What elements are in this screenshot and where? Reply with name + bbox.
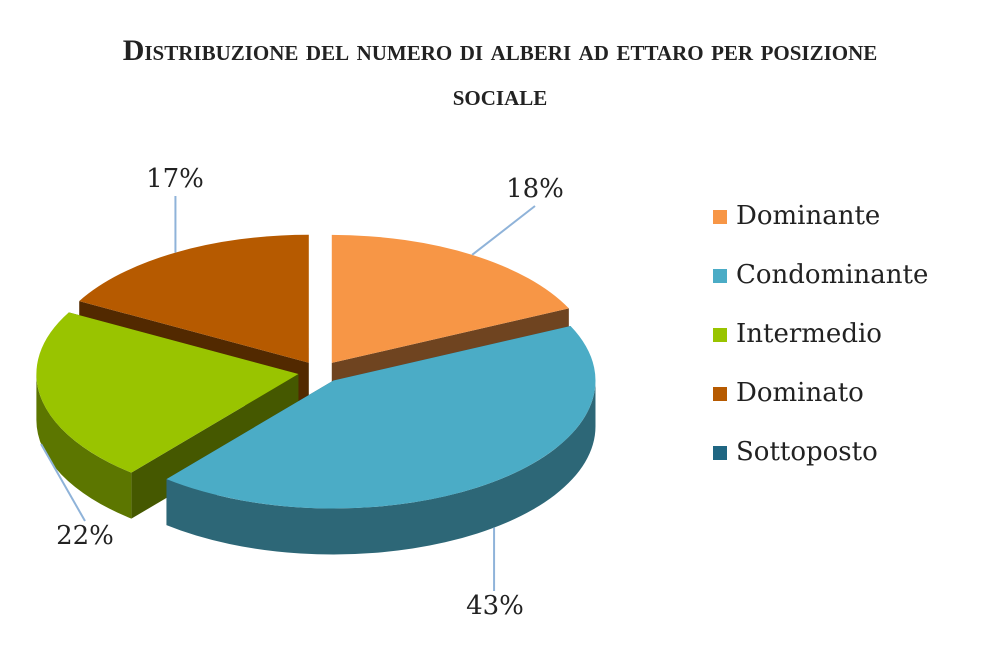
legend-label: Condominante: [736, 260, 928, 290]
data-label: 17%: [146, 164, 204, 194]
data-label: 22%: [56, 521, 114, 551]
slice-rim: [36, 374, 132, 519]
data-label: 18%: [506, 174, 564, 204]
legend-swatch: [713, 387, 727, 401]
legend-swatch: [713, 269, 727, 283]
legend-label: Dominato: [736, 378, 864, 408]
leader-line: [40, 443, 86, 522]
legend-label: Dominante: [736, 201, 880, 231]
slice: [36, 312, 299, 473]
legend-swatch: [713, 210, 727, 224]
data-label: 43%: [466, 591, 524, 621]
legend-swatch: [713, 328, 727, 342]
chart-title: Distribuzione del numero di alberi ad et…: [122, 34, 878, 112]
legend-label: Sottoposto: [736, 437, 878, 467]
slice-rim: [166, 380, 596, 555]
slice: [166, 325, 596, 509]
legend-label: Intermedio: [736, 319, 882, 349]
leader-line: [471, 205, 536, 256]
legend-swatch: [713, 446, 727, 460]
slice: [331, 234, 569, 363]
slice: [79, 234, 309, 363]
